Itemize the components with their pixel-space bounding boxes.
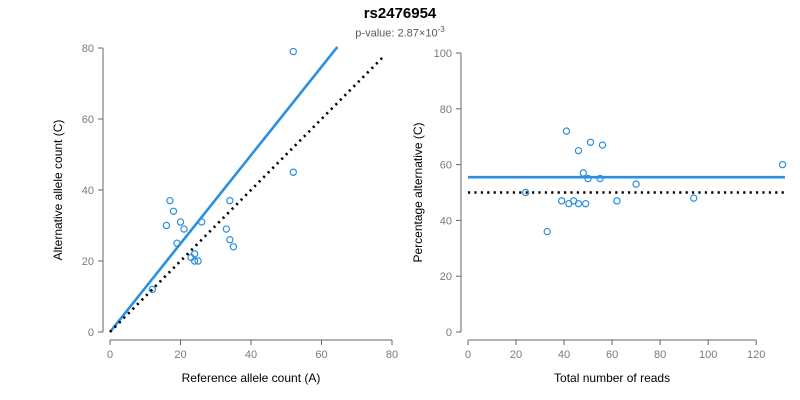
y-tick-label: 100	[434, 48, 452, 60]
data-point	[197, 218, 206, 226]
data-point	[180, 225, 188, 233]
data-point	[778, 160, 787, 169]
x-tick-label: 20	[510, 349, 522, 361]
y-tick-label: 20	[440, 271, 452, 283]
right-scatter-panel: 0 20 40 60 80 100 0 20 40 60 80 100 120 Total number …	[400, 0, 800, 400]
data-point	[690, 194, 698, 202]
y-tick-label: 80	[440, 104, 452, 116]
y-tick-label: 20	[82, 256, 94, 268]
x-axis-title: Total number of reads	[554, 371, 670, 385]
fitted-regression-line	[108, 46, 339, 333]
data-point	[176, 218, 185, 226]
x-tick-label: 60	[315, 349, 327, 361]
data-point	[194, 257, 202, 265]
y-tick-label: 0	[446, 327, 452, 339]
data-point	[574, 146, 583, 155]
data-point	[229, 243, 238, 251]
x-tick-label: 80	[386, 349, 398, 361]
data-point	[632, 180, 640, 188]
y-tick-label: 40	[440, 215, 452, 227]
data-point	[226, 196, 234, 205]
reference-diagonal	[109, 54, 386, 333]
data-point	[596, 174, 604, 183]
x-tick-label: 40	[245, 349, 257, 361]
y-tick-label: 40	[82, 185, 94, 197]
x-tick-label: 80	[654, 349, 666, 361]
left-plot-canvas: 0 20 40 60 80 0 20 40 60 80 Reference allele count…	[51, 43, 398, 385]
data-point	[598, 141, 607, 149]
x-tick-label: 0	[465, 349, 471, 361]
data-point	[584, 174, 592, 183]
y-tick-label: 60	[440, 160, 452, 172]
pvalue-exponent: -3	[437, 25, 445, 34]
data-point	[190, 250, 199, 258]
data-point	[162, 221, 171, 230]
x-axis-title: Reference allele count (A)	[182, 371, 321, 385]
data-point	[543, 227, 551, 236]
x-tick-label: 40	[558, 349, 570, 361]
pvalue-subtitle: p-value: 2.87×10-3	[0, 25, 800, 40]
x-tick-label: 0	[107, 349, 113, 361]
y-tick-label: 80	[82, 43, 94, 55]
data-point	[148, 285, 156, 294]
data-point	[169, 207, 178, 215]
data-point	[574, 199, 583, 208]
data-point	[222, 225, 231, 233]
data-point	[579, 169, 587, 177]
x-tick-label: 100	[699, 349, 717, 361]
data-point	[289, 168, 297, 176]
data-point	[581, 199, 590, 208]
data-point	[226, 235, 234, 244]
page-title: rs2476954	[363, 5, 437, 22]
data-point	[187, 253, 195, 262]
data-point	[521, 188, 530, 197]
y-tick-label: 60	[82, 114, 94, 126]
left-scatter-panel: 0 20 40 60 80 0 20 40 60 80 Reference allele count…	[51, 43, 398, 385]
data-point	[613, 197, 621, 205]
data-point	[557, 197, 566, 205]
data-point	[586, 138, 595, 146]
x-tick-label: 60	[606, 349, 618, 361]
data-point	[173, 239, 181, 247]
data-point	[166, 196, 174, 205]
y-axis-title: Alternative allele count (C)	[51, 120, 65, 261]
data-point	[562, 127, 571, 135]
x-tick-label: 120	[747, 349, 765, 361]
data-point	[190, 257, 199, 265]
x-tick-label: 20	[174, 349, 186, 361]
y-tick-label: 0	[88, 327, 94, 339]
right-plot-canvas: 0 20 40 60 80 100 0 20 40 60 80 100 120 Total number …	[411, 48, 787, 385]
data-point	[289, 47, 297, 56]
y-axis-title: Percentage alternative (C)	[411, 122, 425, 262]
pvalue-text: p-value: 2.87×10	[355, 27, 438, 40]
